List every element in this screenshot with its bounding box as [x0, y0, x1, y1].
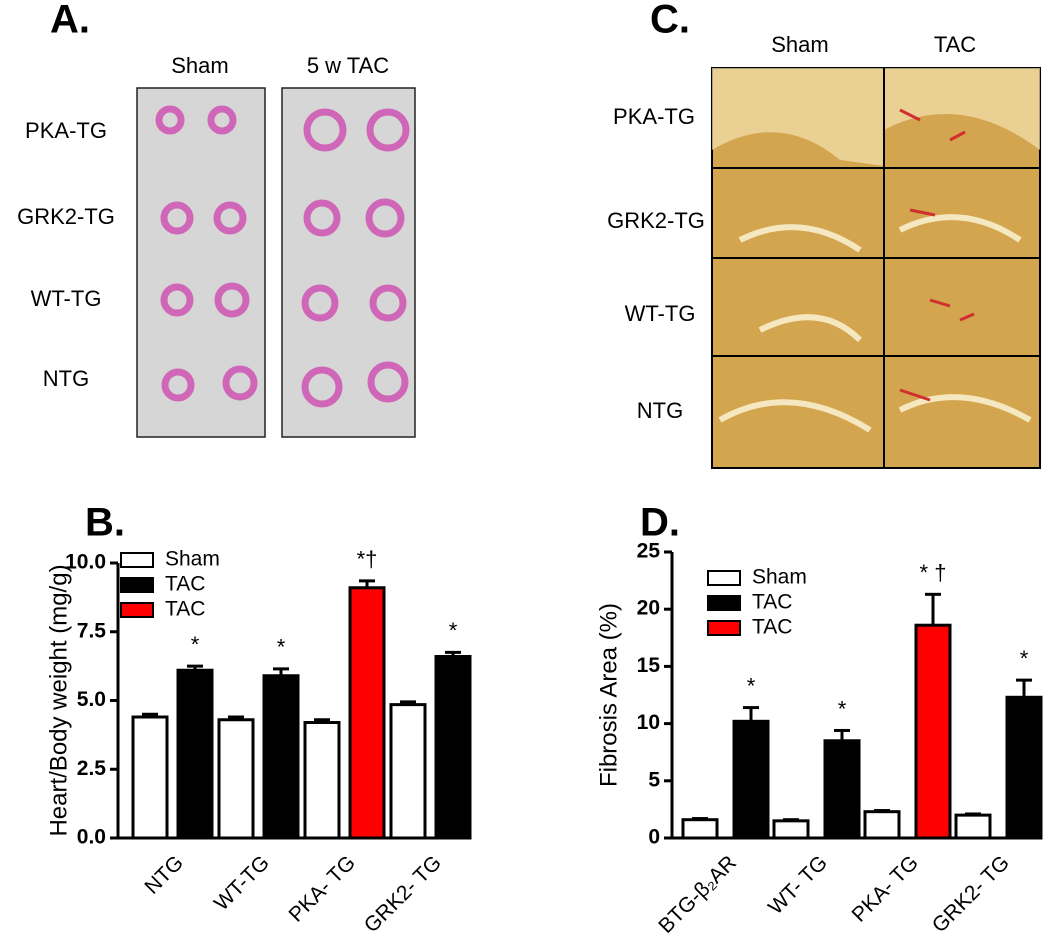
y-tick-label: 5.0 — [77, 688, 106, 711]
bar — [434, 655, 472, 840]
significance-marker: * — [1020, 646, 1029, 671]
significance-marker: *† — [357, 547, 378, 572]
bar — [131, 715, 169, 840]
y-tick-label: 7.5 — [77, 619, 107, 642]
bar — [389, 703, 427, 840]
bar — [348, 586, 386, 840]
legend-swatch — [707, 570, 741, 586]
significance-marker: * — [277, 635, 286, 660]
significance-marker: * — [747, 673, 756, 698]
legend-label: TAC — [752, 616, 792, 639]
row-label: PKA-TG — [25, 118, 107, 143]
bar — [681, 818, 719, 840]
significance-marker: * — [449, 618, 458, 643]
legend-swatch — [707, 620, 741, 636]
y-tick-label: 0 — [648, 826, 660, 849]
legend-swatch — [120, 602, 154, 618]
y-tick-label: 5 — [648, 768, 660, 791]
bar — [217, 718, 255, 840]
bar — [863, 810, 901, 840]
row-label: PKA-TG — [613, 104, 695, 129]
x-tick-label: WT- TG — [764, 851, 832, 919]
legend-swatch — [120, 577, 154, 593]
x-tick-label: PKA- TG — [848, 851, 923, 926]
x-tick-label: GRK2- TG — [360, 851, 446, 935]
column-label: 5 w TAC — [307, 53, 389, 78]
row-label: GRK2-TG — [607, 208, 705, 233]
row-label: NTG — [637, 398, 683, 423]
y-tick-label: 10.0 — [65, 551, 106, 574]
row-label: WT-TG — [625, 301, 696, 326]
panel-label: D. — [640, 501, 680, 545]
y-tick-label: 20 — [637, 597, 660, 620]
bar — [772, 819, 810, 840]
legend-label: TAC — [165, 573, 205, 596]
x-tick-label: GRK2- TG — [928, 851, 1014, 935]
bar — [176, 668, 214, 840]
y-tick-label: 15 — [637, 654, 661, 677]
panel-label: B. — [85, 501, 125, 545]
legend-swatch — [707, 595, 741, 611]
legend-label: TAC — [752, 591, 792, 614]
y-axis-title: Fibrosis Area (%) — [595, 603, 622, 787]
legend-label: Sham — [165, 548, 220, 571]
row-label: WT-TG — [31, 286, 102, 311]
bar — [954, 813, 992, 840]
y-tick-label: 10 — [637, 711, 660, 734]
bar — [823, 739, 861, 840]
bar — [914, 623, 952, 840]
row-label: GRK2-TG — [17, 204, 115, 229]
bar — [303, 721, 341, 840]
x-tick-label: BTG-β₂AR — [654, 851, 741, 935]
histology-image — [711, 67, 1041, 469]
y-tick-label: 25 — [637, 540, 661, 563]
bar — [732, 719, 770, 840]
significance-marker: * † — [920, 560, 947, 585]
column-label: Sham — [771, 32, 828, 57]
x-tick-label: WT-TG — [210, 851, 274, 915]
y-tick-label: 0.0 — [77, 826, 106, 849]
x-tick-label: NTG — [140, 851, 188, 899]
y-tick-label: 2.5 — [77, 757, 107, 780]
legend-swatch — [120, 552, 154, 568]
significance-marker: * — [191, 632, 200, 657]
y-axis-title: Heart/Body weight (mg/g) — [45, 564, 72, 836]
column-label: Sham — [171, 53, 228, 78]
column-label: TAC — [934, 32, 976, 57]
row-label: NTG — [43, 366, 89, 391]
bar — [1005, 695, 1043, 840]
significance-marker: * — [838, 696, 847, 721]
legend-label: TAC — [165, 598, 205, 621]
heart-sections-image — [136, 87, 416, 438]
x-tick-label: PKA- TG — [285, 851, 360, 926]
legend-label: Sham — [752, 566, 807, 589]
panel-label: C. — [650, 0, 690, 42]
panel-label: A. — [50, 0, 90, 42]
bar — [262, 674, 300, 840]
